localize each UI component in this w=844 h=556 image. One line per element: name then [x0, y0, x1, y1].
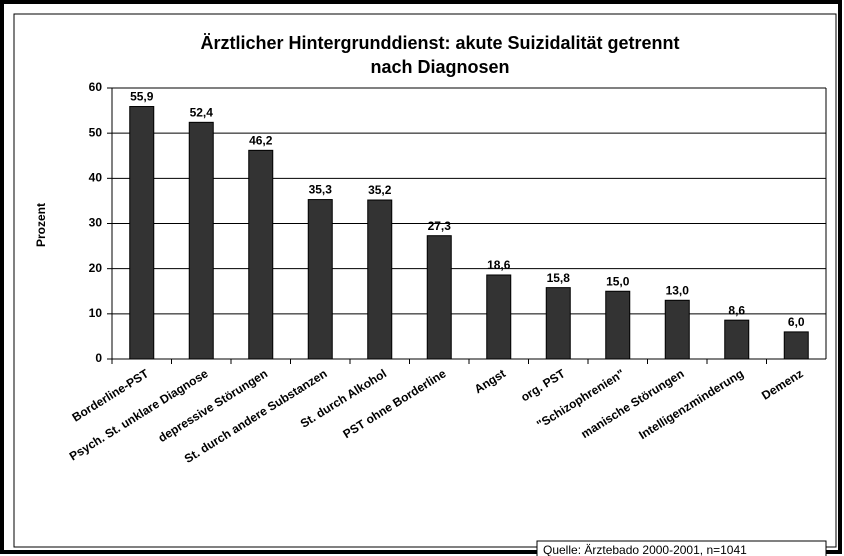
bar: [248, 149, 274, 360]
value-label: 15,8: [547, 271, 571, 285]
y-tick-label: 30: [89, 216, 103, 230]
inner-frame: [13, 13, 837, 548]
y-axis-label: Prozent: [34, 203, 48, 247]
value-label: 35,3: [309, 183, 333, 197]
chart-title: nach Diagnosen: [370, 57, 509, 77]
chart-title: Ärztlicher Hintergrunddienst: akute Suiz…: [200, 33, 679, 53]
value-label: 15,0: [606, 274, 630, 288]
y-tick-label: 40: [89, 171, 103, 185]
source-note: Quelle: Ärztebado 2000-2001, n=1041: [543, 543, 747, 556]
y-tick-label: 0: [95, 351, 102, 365]
bar: [486, 274, 512, 360]
value-label: 13,0: [666, 283, 690, 297]
value-label: 35,2: [368, 183, 392, 197]
bar: [783, 331, 809, 360]
value-label: 6,0: [788, 315, 805, 329]
value-label: 8,6: [728, 303, 745, 317]
bar: [307, 199, 333, 360]
bar: [426, 235, 452, 360]
y-tick-label: 60: [89, 80, 103, 94]
value-label: 52,4: [190, 105, 214, 119]
value-label: 18,6: [487, 258, 511, 272]
bar: [188, 121, 214, 360]
y-tick-label: 10: [89, 306, 103, 320]
bar: [664, 299, 690, 360]
value-label: 55,9: [130, 90, 154, 104]
bar: [367, 199, 393, 360]
y-tick-label: 20: [89, 261, 103, 275]
value-label: 27,3: [428, 219, 452, 233]
source-box: [536, 540, 827, 556]
y-tick-label: 50: [89, 125, 103, 139]
bar: [129, 106, 155, 360]
value-label: 46,2: [249, 134, 273, 148]
bar: [605, 290, 631, 360]
bar: [545, 287, 571, 360]
bar: [724, 319, 750, 360]
